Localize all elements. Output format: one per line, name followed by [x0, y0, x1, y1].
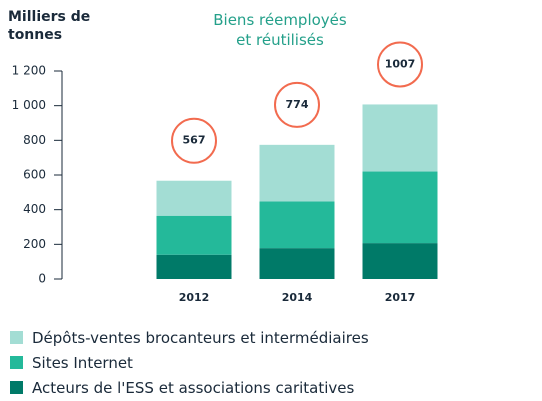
bar-segment — [156, 180, 232, 216]
annotation-circle — [274, 81, 320, 128]
legend-item: Acteurs de l'ESS et associations caritat… — [10, 375, 369, 400]
legend: Dépôts-ventes brocanteurs et intermédiai… — [10, 325, 369, 400]
annotation-circle — [171, 117, 217, 164]
annotation: 567 — [183, 134, 206, 147]
legend-label: Sites Internet — [32, 353, 133, 372]
y-tick-label: 1 000 — [12, 98, 46, 112]
y-axis-label: Milliers de tonnes — [8, 9, 91, 43]
legend-swatch — [10, 381, 23, 394]
y-tick-label: 400 — [23, 202, 46, 216]
x-tick-label: 2014 — [282, 291, 313, 304]
bar-segment — [259, 144, 335, 202]
bar-segment — [259, 248, 335, 279]
annotation: 1007 — [385, 57, 416, 70]
y-tick-label: 200 — [23, 237, 46, 251]
annotation: 774 — [286, 98, 309, 111]
x-tick-label: 2017 — [385, 291, 416, 304]
legend-item: Sites Internet — [10, 350, 369, 375]
legend-label: Acteurs de l'ESS et associations caritat… — [32, 378, 355, 397]
chart: 0 200 400 600 800 1 000 1 200 2012 567 2014 774 201… — [12, 41, 438, 304]
legend-swatch — [10, 356, 23, 369]
bar-segment — [156, 254, 232, 279]
x-tick-label: 2012 — [179, 291, 210, 304]
y-tick-label: 800 — [23, 133, 46, 147]
legend-item: Dépôts-ventes brocanteurs et intermédiai… — [10, 325, 369, 350]
y-tick-label: 600 — [23, 168, 46, 182]
bar-segment — [259, 201, 335, 249]
bar-segment — [362, 104, 438, 172]
bar-segment — [156, 215, 232, 255]
y-tick-label: 0 — [38, 272, 46, 286]
legend-swatch — [10, 331, 23, 344]
bar-segment — [362, 243, 438, 279]
y-tick-label: 1 200 — [12, 64, 46, 78]
legend-label: Dépôts-ventes brocanteurs et intermédiai… — [32, 328, 369, 347]
annotation-circle — [377, 41, 423, 88]
chart-title: Biens réemployés et réutilisés — [213, 11, 347, 49]
bar-segment — [362, 171, 438, 244]
